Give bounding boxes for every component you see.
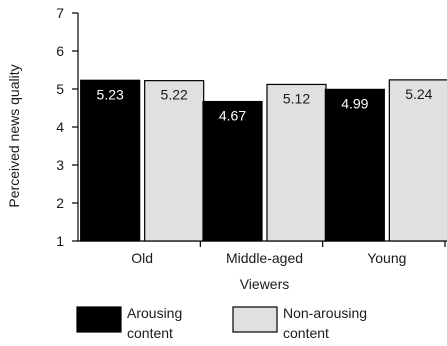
- bars: [80, 79, 447, 242]
- legend-label-arousing: Arousing content: [127, 305, 182, 341]
- bar-non-arousing: [266, 83, 327, 242]
- y-tick-label: 2: [56, 195, 64, 211]
- bar-arousing: [80, 79, 141, 242]
- bar-arousing: [202, 100, 263, 242]
- y-ticks: 1 2 3 4 5 6 7: [56, 5, 78, 249]
- legend-swatch-arousing: [76, 306, 122, 333]
- x-category-label: Young: [367, 250, 406, 266]
- y-tick-label: 6: [56, 43, 64, 59]
- y-axis: 1 2 3 4 5 6 7: [56, 5, 79, 249]
- bar-value-label: 5.22: [161, 87, 188, 103]
- legend-swatch-non-arousing: [232, 306, 278, 333]
- bar-non-arousing: [144, 80, 205, 242]
- bar-value-label: 4.67: [219, 108, 246, 124]
- y-tick-label: 5: [56, 81, 64, 97]
- y-tick-label: 1: [56, 233, 64, 249]
- x-category-label: Old: [131, 250, 153, 266]
- bar-value-label: 5.23: [97, 86, 124, 102]
- x-axis: Old Middle-aged Young: [78, 240, 446, 266]
- y-axis-title: Perceived news quality: [6, 64, 22, 207]
- bar-non-arousing: [388, 79, 447, 242]
- bar-value-label: 5.12: [283, 90, 310, 106]
- y-tick-label: 4: [56, 119, 64, 135]
- bar-arousing: [324, 88, 385, 242]
- bar-value-label: 5.24: [405, 86, 432, 102]
- x-ticks: Old Middle-aged Young: [131, 241, 446, 266]
- y-tick-label: 7: [56, 5, 64, 21]
- legend: Arousing content Non-arousing content: [76, 305, 367, 341]
- x-axis-title: Viewers: [240, 276, 290, 292]
- data-labels: 5.23 5.22 4.67 5.12 4.99 5.24: [97, 86, 433, 124]
- bar-value-label: 4.99: [341, 95, 368, 111]
- x-category-label: Middle-aged: [226, 250, 303, 266]
- y-tick-label: 3: [56, 157, 64, 173]
- legend-label-non-arousing: Non-arousing content: [283, 305, 367, 341]
